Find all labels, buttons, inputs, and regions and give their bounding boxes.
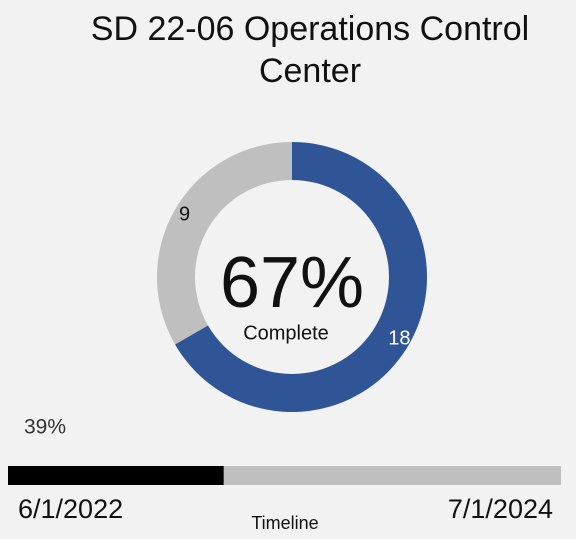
progress-bar	[8, 466, 224, 485]
progress-caption: Timeline	[251, 513, 318, 533]
end-label: 7/1/2024	[448, 494, 553, 524]
center-label: 67%	[220, 243, 364, 323]
chart-title: SD 22-06 Operations Control Center	[90, 10, 530, 90]
donut-segment	[175, 142, 427, 412]
segment-label: 18	[388, 327, 410, 349]
donut-segment	[157, 142, 292, 345]
progress-value-label: 39%	[24, 416, 66, 439]
segment-label: 9	[179, 203, 190, 225]
start-label: 6/1/2022	[18, 494, 123, 524]
center-caption: Complete	[243, 322, 329, 344]
